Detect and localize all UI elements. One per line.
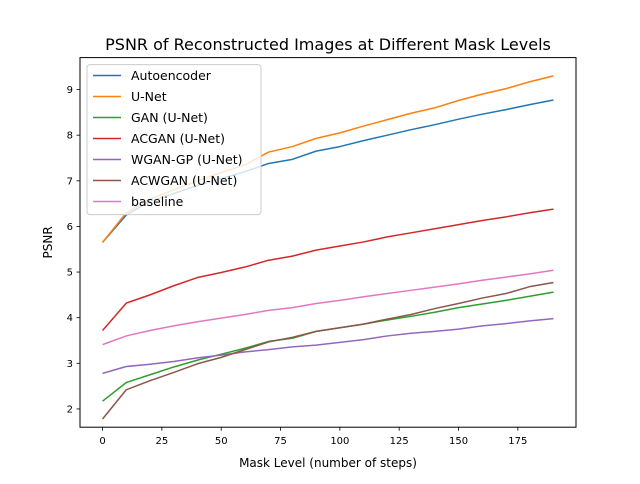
- series-line-acwgan-u-net: [101, 281, 554, 420]
- legend-label-wgan-gp-u-net: WGAN-GP (U-Net): [131, 152, 242, 167]
- x-tick-label: 50: [215, 436, 228, 447]
- chart-title: PSNR of Reconstructed Images at Differen…: [105, 35, 551, 54]
- x-tick-label: 25: [156, 436, 169, 447]
- x-tick-label: 175: [508, 436, 527, 447]
- x-tick-label: 100: [330, 436, 349, 447]
- y-tick-label: 8: [67, 131, 73, 142]
- legend-label-gan-u-net: GAN (U-Net): [131, 110, 208, 125]
- x-tick-label: 0: [99, 436, 105, 447]
- legend-label-u-net: U-Net: [131, 89, 167, 104]
- x-tick-label: 75: [274, 436, 287, 447]
- legend-label-baseline: baseline: [131, 194, 184, 209]
- x-axis-label: Mask Level (number of steps): [239, 456, 417, 470]
- y-tick-label: 4: [67, 313, 73, 324]
- plot-frame: [79, 57, 577, 428]
- legend-label-autoencoder: Autoencoder: [131, 68, 212, 83]
- x-tick-label: 125: [390, 436, 409, 447]
- y-tick-label: 7: [67, 176, 73, 187]
- y-axis-label: PSNR: [41, 226, 55, 258]
- y-axis: 2 3 4 5 6 7 8 9: [67, 85, 80, 415]
- legend-label-acwgan-u-net: ACWGAN (U-Net): [131, 173, 237, 188]
- y-tick-label: 3: [67, 359, 73, 370]
- legend: Autoencoder U-Net GAN (U-Net) ACGAN (U-Net)…: [86, 64, 262, 216]
- y-tick-label: 6: [67, 222, 73, 233]
- y-tick-label: 5: [67, 268, 73, 279]
- legend-label-acgan-u-net: ACGAN (U-Net): [131, 131, 225, 146]
- legend-box: [86, 64, 262, 216]
- series-line-wgan-gp-u-net: [102, 317, 554, 375]
- x-axis: 0 25 50 75 100 125 150 175: [99, 427, 527, 447]
- series-line-baseline: [102, 269, 554, 346]
- x-tick-label: 150: [449, 436, 468, 447]
- y-tick-label: 2: [67, 404, 73, 415]
- series-line-acgan-u-net: [101, 208, 554, 331]
- y-tick-label: 9: [67, 85, 73, 96]
